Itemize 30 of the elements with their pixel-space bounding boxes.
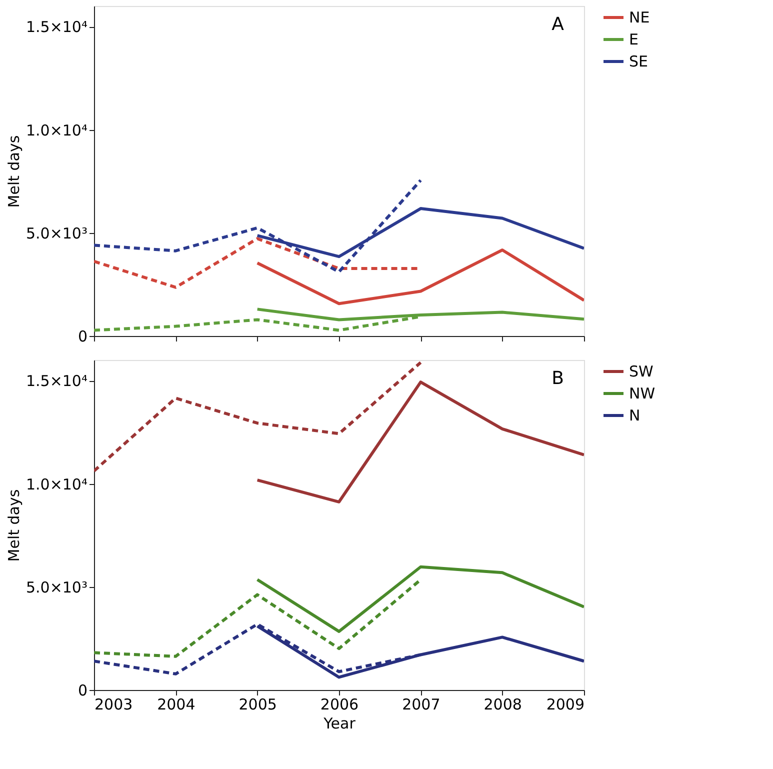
y-tick-label: 1.0×10⁴ [26,121,88,140]
legend-label: SE [629,52,648,70]
annotation: B [552,368,564,389]
line-series [256,565,584,633]
x-tick-label: 2008 [484,696,522,714]
y-tick-label: 1.5×10⁴ [26,18,88,36]
x-tick-label: 2005 [238,696,277,714]
line-series [94,360,422,472]
y-tick-label: 0 [78,682,88,700]
x-tick-label: 2006 [320,696,359,714]
legend-label: NW [629,384,656,402]
y-tick-label: 1.0×10⁴ [26,475,88,494]
y-tick-label: 0 [78,328,88,346]
x-tick-label: 2004 [157,696,196,714]
legend-label: E [629,30,638,48]
y-axis-title: Melt days [4,489,23,562]
x-tick-label: 2003 [94,696,133,714]
y-tick-label: 5.0×10³ [26,224,88,242]
x-axis-title: Year [322,714,356,732]
y-tick-label: 5.0×10³ [26,578,88,596]
legend-label: SW [629,362,654,380]
x-tick-label: 2007 [402,696,440,714]
line-series [94,578,422,658]
y-tick-label: 1.5×10⁴ [26,372,88,390]
annotation: A [552,14,565,35]
legend-label: N [629,406,640,424]
y-axis-title: Melt days [4,135,23,208]
line-series [256,248,584,306]
legend-label: NE [629,8,650,26]
x-tick-label: 2009 [546,696,584,714]
